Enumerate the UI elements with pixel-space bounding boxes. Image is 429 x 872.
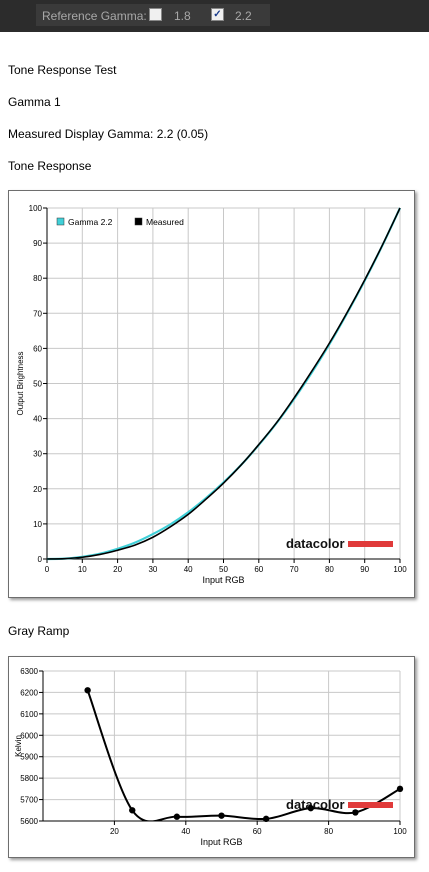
gray-ramp-chart: 20 40 60 80 100 5600 5700 5800 5900 6000 6100 6200 6… <box>14 667 407 847</box>
y-tick-label: 6200 <box>20 688 38 697</box>
x-tick-label: 100 <box>393 827 407 836</box>
kelvin-point <box>84 687 91 694</box>
legend-swatch <box>56 217 65 226</box>
gamma-1-8-checkbox[interactable] <box>149 8 162 21</box>
brand-logo-bar <box>348 541 393 547</box>
y-tick-label: 5900 <box>20 753 38 762</box>
y-tick-label: 5600 <box>20 817 38 826</box>
x-tick-label: 80 <box>324 827 333 836</box>
kelvin-point <box>218 812 225 819</box>
x-tick-label: 10 <box>78 565 87 574</box>
brand-logo-bar <box>348 802 393 808</box>
gamma-2-2-label: 2.2 <box>235 9 252 23</box>
tone-response-chart-frame: 0 10 20 30 40 50 60 70 80 90 100 0 10 20 30 40 50 60 70 80 9… <box>8 190 415 598</box>
x-tick-label: 90 <box>360 565 369 574</box>
y-tick-label: 40 <box>33 415 42 424</box>
x-tick-label: 50 <box>219 565 228 574</box>
x-tick-label: 60 <box>254 565 263 574</box>
reference-gamma-label: Reference Gamma: <box>42 9 147 23</box>
kelvin-point <box>396 785 404 793</box>
y-tick-label: 6000 <box>20 731 38 740</box>
report-subtitle: Gamma 1 <box>8 95 61 109</box>
report-title: Tone Response Test <box>8 63 117 77</box>
gamma-2-2-checkbox[interactable]: ✓ <box>211 8 224 21</box>
x-tick-label: 0 <box>45 565 50 574</box>
x-axis-label: Input RGB <box>202 575 244 585</box>
y-tick-label: 90 <box>33 239 42 248</box>
x-axis-label: Input RGB <box>200 837 242 847</box>
tone-response-chart: 0 10 20 30 40 50 60 70 80 90 100 0 10 20 30 40 50 60 70 80 9… <box>16 204 407 585</box>
tone-response-heading: Tone Response <box>8 159 92 173</box>
y-tick-label: 6300 <box>20 667 38 676</box>
y-tick-label: 5700 <box>20 796 38 805</box>
kelvin-point <box>173 813 181 820</box>
y-tick-label: 50 <box>33 380 42 389</box>
brand-logo-text: datacolor <box>286 797 345 812</box>
x-tick-label: 70 <box>290 565 299 574</box>
legend-swatch <box>134 217 143 226</box>
x-tick-label: 60 <box>253 827 262 836</box>
series-kelvin-line <box>86 689 401 821</box>
gray-ramp-heading: Gray Ramp <box>8 624 70 638</box>
legend-label: Gamma 2.2 <box>68 217 113 227</box>
x-tick-label: 20 <box>113 565 122 574</box>
series-measured-line <box>46 207 401 560</box>
y-tick-label: 6100 <box>20 710 38 719</box>
y-tick-label: 30 <box>33 450 42 459</box>
y-tick-label: 10 <box>33 520 42 529</box>
kelvin-point <box>129 807 136 814</box>
x-tick-label: 20 <box>110 827 119 836</box>
kelvin-point <box>352 809 359 816</box>
x-tick-label: 100 <box>393 565 407 574</box>
kelvin-point <box>307 804 314 812</box>
y-tick-label: 60 <box>33 344 42 353</box>
x-tick-label: 40 <box>181 827 190 836</box>
kelvin-point <box>262 815 270 823</box>
y-axis-label: Kelvin <box>14 735 23 757</box>
y-tick-label: 0 <box>38 555 43 564</box>
y-tick-label: 20 <box>33 485 42 494</box>
legend-label: Measured <box>146 217 184 227</box>
y-tick-label: 100 <box>29 204 43 213</box>
gamma-1-8-label: 1.8 <box>174 9 191 23</box>
gray-ramp-chart-frame: 20 40 60 80 100 5600 5700 5800 5900 6000 6100 6200 6… <box>8 656 415 858</box>
y-axis-label: Output Brightness <box>16 351 25 415</box>
y-tick-label: 70 <box>33 309 42 318</box>
x-tick-label: 30 <box>148 565 157 574</box>
x-tick-label: 40 <box>184 565 193 574</box>
x-tick-label: 80 <box>325 565 334 574</box>
brand-logo-text: datacolor <box>286 536 345 551</box>
y-tick-label: 80 <box>33 274 42 283</box>
measured-gamma-text: Measured Display Gamma: 2.2 (0.05) <box>8 127 209 141</box>
y-tick-label: 5800 <box>20 774 38 783</box>
